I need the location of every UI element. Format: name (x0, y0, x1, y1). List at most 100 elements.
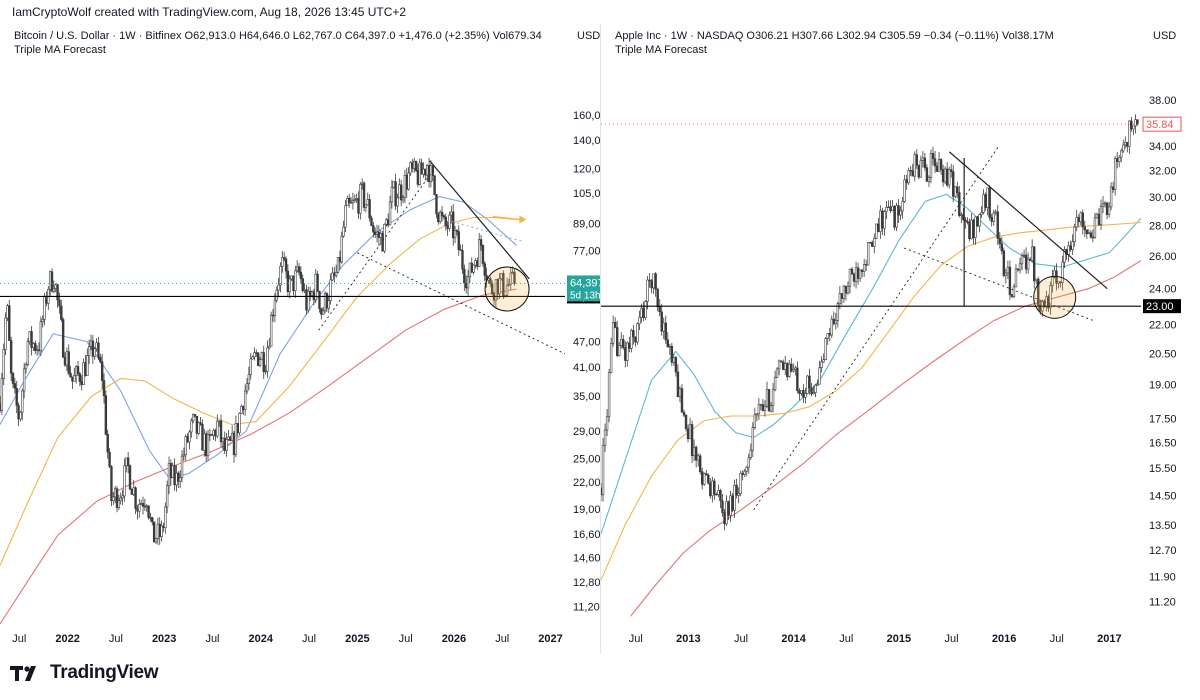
btc-candle (459, 244, 462, 251)
btc-candle (288, 275, 291, 299)
btc-candle (139, 499, 143, 505)
btc-candle (184, 434, 187, 461)
btc-candle (433, 175, 436, 196)
aapl-y-tick-label: 11.90 (1149, 572, 1176, 584)
btc-candle (32, 342, 35, 351)
btc-last-price-badge (567, 275, 600, 302)
aapl-candle (615, 320, 619, 358)
btc-candle (219, 414, 223, 448)
btc-candle (303, 283, 306, 294)
btc-candle (429, 160, 433, 188)
aapl-candle (1012, 283, 1016, 299)
aapl-candle (686, 424, 690, 443)
aapl-candle (846, 281, 850, 295)
btc-candle (366, 192, 369, 206)
btc-legend: Bitcoin / U.S. Dollar · 1W · Bitfinex O6… (14, 29, 542, 57)
aapl-candle (812, 385, 815, 395)
aapl-chart[interactable]: 38.00 34.00 32.00 30.00 28.00 26.00 24.00 22.00… (601, 24, 1200, 654)
aapl-x-tick-label: Jul (839, 633, 853, 645)
btc-x-tick-label: 2025 (345, 633, 369, 645)
btc-candle (403, 169, 407, 203)
btc-candle (466, 269, 470, 296)
aapl-candle (634, 336, 637, 347)
aapl-candle (1063, 246, 1066, 268)
aapl-chart-panel[interactable]: 38.00 34.00 32.00 30.00 28.00 26.00 24.00 22.00… (600, 24, 1200, 654)
btc-y-tick-label: 12,800.0 (573, 577, 600, 589)
btc-candle (383, 223, 386, 254)
aapl-candle (915, 148, 918, 169)
btc-candle (106, 429, 109, 459)
aapl-candle (1132, 125, 1135, 136)
aapl-candle (958, 185, 961, 218)
aapl-candle (1026, 252, 1030, 274)
chart-header: IamCryptoWolf created with TradingView.c… (12, 5, 407, 19)
btc-candle (123, 458, 126, 502)
btc-candle (171, 462, 174, 479)
btc-candle (238, 412, 241, 436)
btc-candle (333, 266, 336, 283)
btc-y-axis: 160,000.0 140,000.0 120,000.0 105,000.0 89,0… (573, 110, 600, 613)
aapl-candle (747, 453, 750, 474)
aapl-candle (873, 233, 876, 254)
aapl-candle (984, 192, 987, 211)
aapl-candle (881, 207, 884, 236)
aapl-y-tick-label: 16.50 (1149, 437, 1177, 449)
btc-candle (4, 312, 7, 355)
aapl-candle (867, 241, 870, 266)
btc-candle (240, 404, 243, 414)
aapl-candle (1093, 212, 1097, 239)
btc-candle (37, 342, 41, 355)
aapl-candle (715, 492, 718, 496)
btc-candle (299, 266, 303, 283)
btc-candle (351, 192, 355, 210)
btc-candle (190, 418, 193, 438)
aapl-trendline-3 (903, 247, 1094, 322)
aapl-candle (684, 414, 688, 432)
btc-candle (93, 346, 96, 360)
btc-y-tick-label: 22,000.0 (573, 477, 600, 489)
aapl-candle (767, 389, 771, 412)
aapl-x-tick-label: 2013 (676, 633, 700, 645)
aapl-candle (670, 342, 674, 366)
btc-candle (13, 377, 17, 394)
aapl-candle (678, 386, 682, 403)
btc-candle (214, 428, 217, 442)
btc-candle (117, 494, 121, 511)
aapl-candle (822, 353, 825, 363)
btc-candle (225, 432, 228, 457)
aapl-candle (860, 269, 864, 278)
aapl-indicator-name[interactable]: Triple MA Forecast (615, 44, 707, 56)
btc-candle (329, 273, 332, 305)
btc-candle (162, 522, 165, 532)
aapl-trendline-0 (949, 151, 1108, 290)
aapl-candle (858, 269, 862, 282)
aapl-candle (1115, 151, 1119, 169)
aapl-candle (711, 476, 714, 503)
btc-x-tick-label: Jul (109, 633, 123, 645)
btc-indicator-name[interactable]: Triple MA Forecast (14, 44, 106, 56)
btc-candle (340, 231, 343, 264)
aapl-candle (1091, 229, 1095, 243)
btc-x-tick-label: 2024 (249, 633, 274, 645)
aapl-candle (786, 362, 789, 381)
btc-y-tick-label: 35,000.0 (573, 391, 600, 403)
btc-chart-panel[interactable]: 160,000.0 140,000.0 120,000.0 105,000.0 89,0… (0, 24, 600, 654)
btc-candle (2, 343, 5, 386)
btc-candle (318, 290, 321, 313)
aapl-candle (601, 438, 605, 502)
btc-candle (223, 431, 226, 455)
btc-candle (158, 517, 161, 545)
aapl-candle (1075, 209, 1078, 232)
btc-chart[interactable]: 160,000.0 140,000.0 120,000.0 105,000.0 89,0… (0, 24, 600, 654)
btc-plot-area (0, 157, 565, 625)
btc-candle (364, 204, 368, 213)
btc-candle (327, 295, 330, 314)
btc-candle (422, 162, 425, 178)
aapl-candle (705, 470, 708, 476)
btc-candle (359, 181, 362, 220)
aapl-candle (972, 218, 975, 245)
aapl-candle (840, 293, 844, 305)
footer-brand: TradingView (50, 662, 159, 683)
aapl-candle (672, 353, 676, 366)
btc-candle (377, 225, 381, 246)
